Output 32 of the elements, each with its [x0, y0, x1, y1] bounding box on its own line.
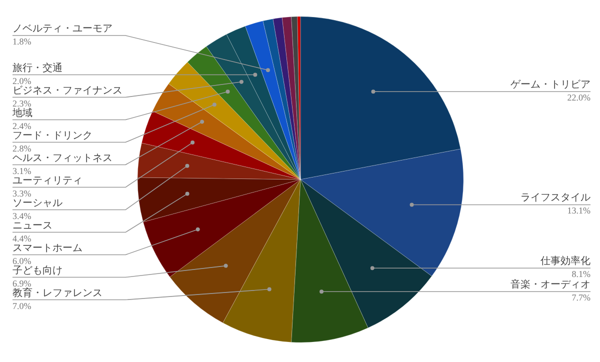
data-label: 1.8% — [12, 36, 32, 46]
slice-label: 子ども向け — [12, 264, 62, 276]
slice-label: 教育・レファレンス — [12, 286, 102, 299]
data-label: 2.0% — [12, 76, 32, 86]
slice-label: フード・ドリンク — [12, 130, 92, 142]
slice-label: ライフスタイル — [520, 192, 590, 204]
slice-label: ニュース — [12, 220, 52, 232]
slice-label: ゲーム・トリビア — [510, 80, 590, 91]
data-label: 8.1% — [572, 269, 592, 280]
slice-label: 仕事効率化 — [540, 255, 590, 268]
slice-label: ビジネス・ファイナンス — [12, 85, 122, 96]
data-label: 13.1% — [567, 206, 592, 216]
data-label: 3.3% — [12, 188, 32, 198]
data-label: 7.0% — [12, 300, 32, 311]
slice-label: 地域 — [12, 106, 32, 119]
slice-label: スマートホーム — [12, 242, 82, 254]
data-label: 3.1% — [12, 166, 32, 176]
data-label: 4.4% — [12, 233, 32, 244]
slice-label: ノベルティ・ユーモア — [12, 24, 112, 34]
slice-label: 音楽・オーディオ — [510, 278, 590, 291]
data-label: 22.0% — [567, 92, 592, 103]
slice-label: ヘルス・フィットネス — [12, 152, 112, 164]
slice-label: ユーティリティ — [12, 175, 82, 186]
data-label: 2.3% — [12, 98, 32, 108]
data-label: 2.4% — [12, 120, 32, 131]
slice-label: 旅行・交通 — [12, 62, 62, 74]
data-label: 3.4% — [12, 210, 32, 221]
slice-label: ソーシャル — [12, 198, 62, 209]
data-label: 2.8% — [12, 143, 32, 154]
data-label: 6.9% — [12, 278, 32, 288]
data-label: 6.0% — [12, 256, 32, 266]
data-label: 7.7% — [572, 292, 592, 303]
